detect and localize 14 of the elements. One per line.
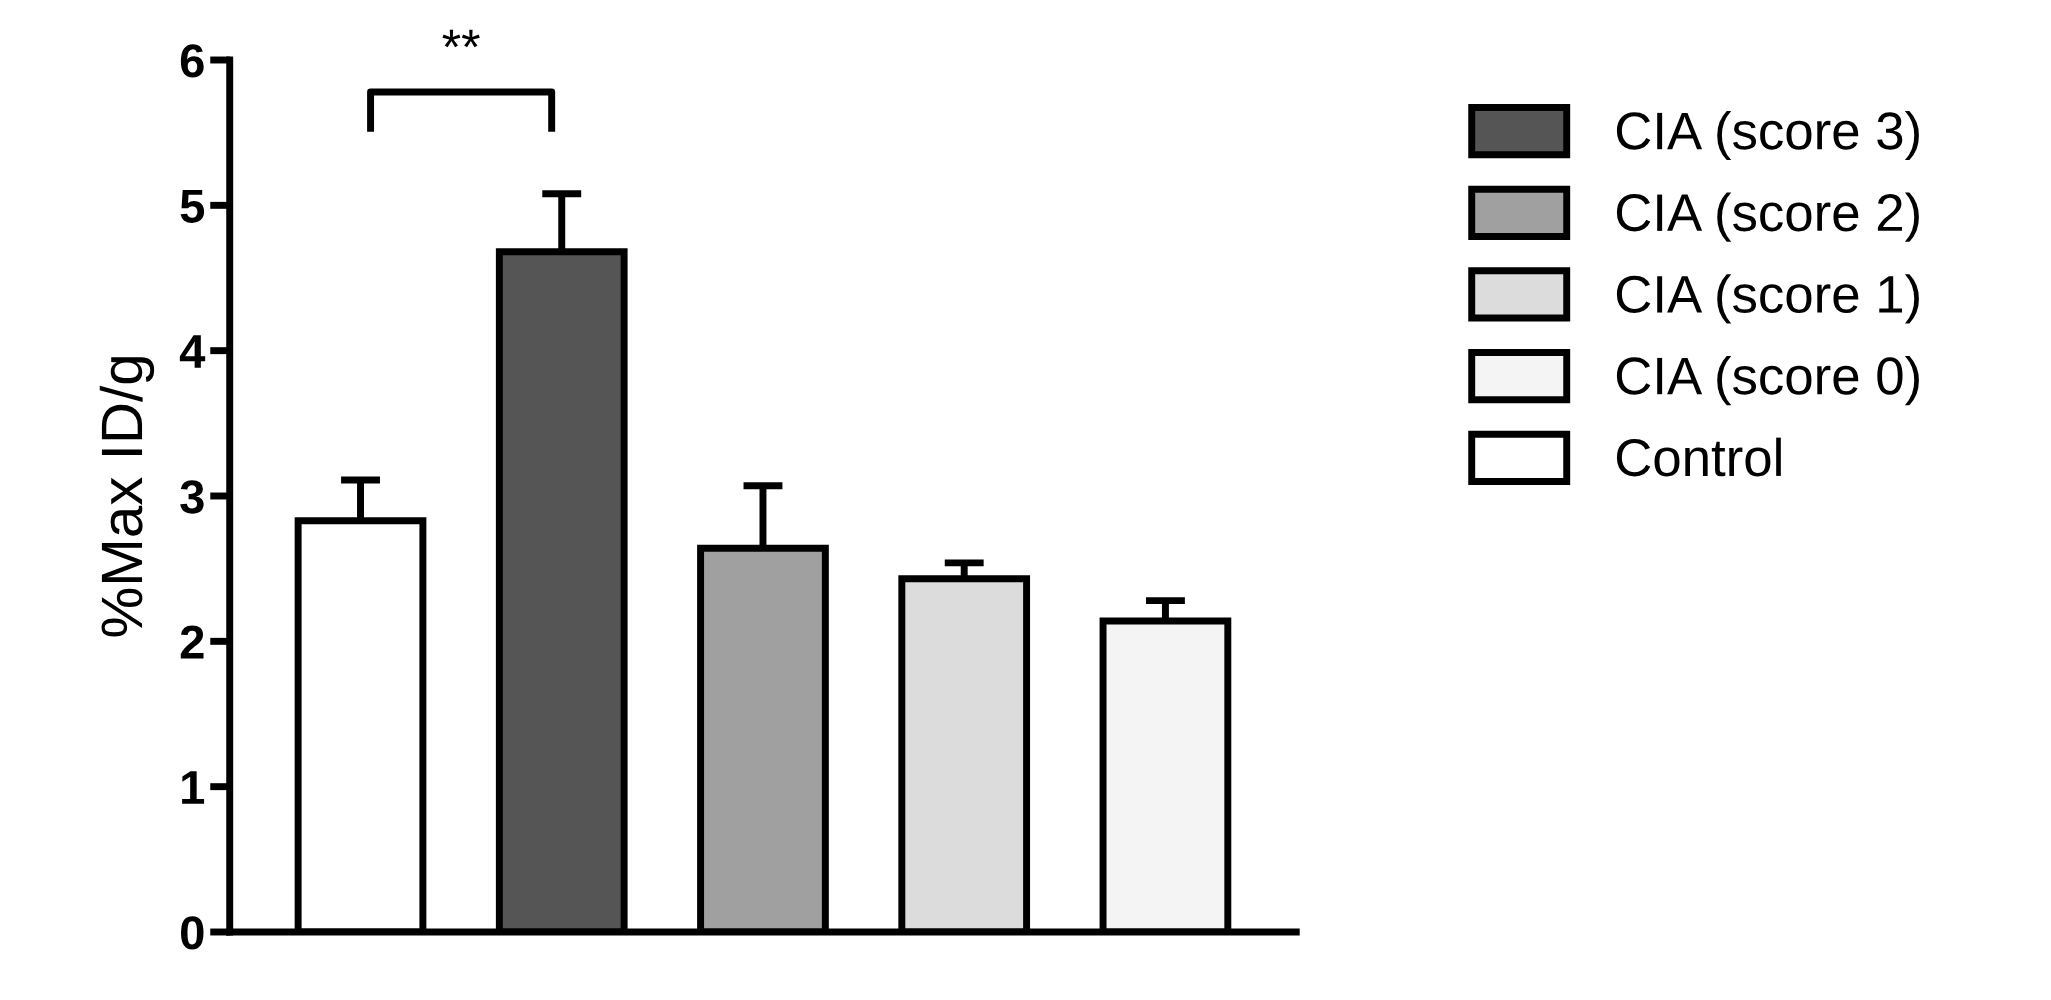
y-tick-label: 2: [180, 625, 204, 659]
y-tick-label: 4: [179, 335, 206, 368]
text: **: [442, 29, 480, 48]
y-tick-label: 5: [180, 189, 205, 223]
legend-label: CIA (score 0): [1616, 355, 1919, 406]
y-tick-label: 6: [180, 44, 204, 78]
legend-label: Control: [1616, 437, 1781, 477]
legend-label: CIA (score 2): [1616, 192, 1919, 242]
y-tick-label: 0: [181, 916, 204, 950]
legend-label: CIA (score 3): [1616, 110, 1919, 161]
y-axis-title: %Max ID/g: [99, 357, 155, 637]
legend-label: CIA (score 1): [1616, 274, 1919, 324]
y-tick-label: 3: [180, 480, 204, 514]
y-tick-label: 1: [182, 771, 205, 804]
